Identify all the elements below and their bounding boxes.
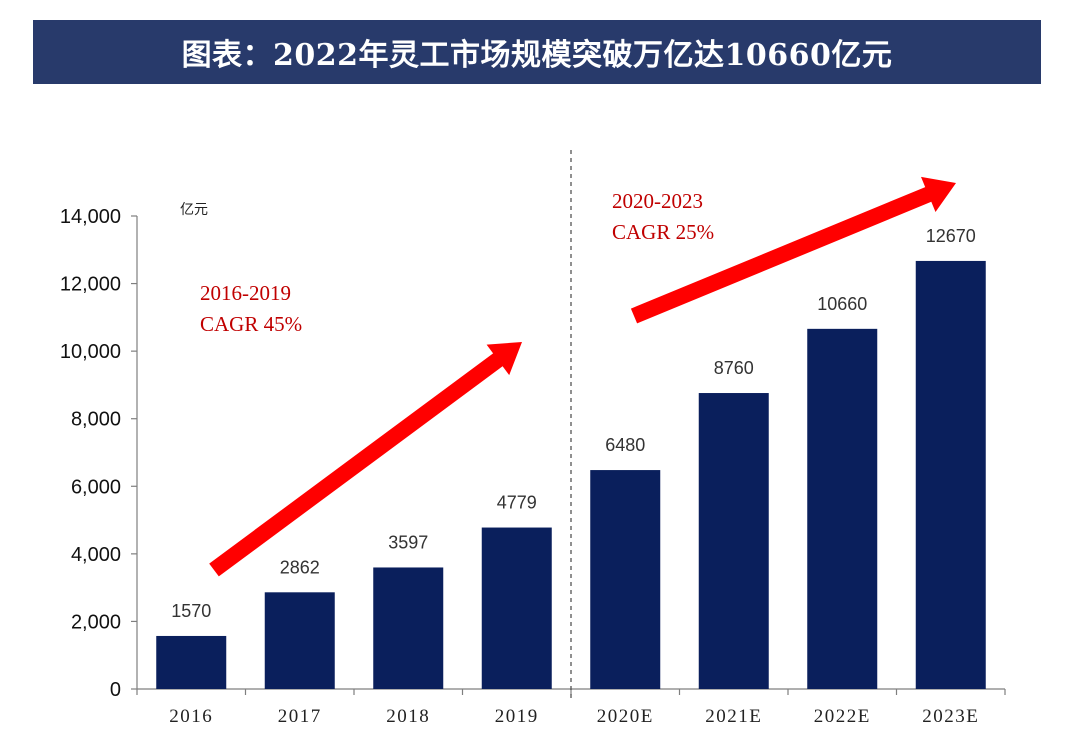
- data-label: 12670: [926, 226, 976, 246]
- bar: [698, 393, 769, 689]
- data-label: 2862: [280, 557, 320, 577]
- x-tick-label: 2018: [386, 706, 430, 727]
- y-tick-label: 14,000: [60, 206, 121, 228]
- bar: [481, 527, 552, 689]
- y-tick-label: 10,000: [60, 341, 121, 363]
- cagr-annotation-line: 2016-2019: [200, 281, 291, 305]
- data-label: 10660: [817, 294, 867, 314]
- bar: [915, 260, 986, 689]
- growth-arrow-2016-2019: [209, 342, 522, 577]
- bars-group: [156, 260, 986, 689]
- title-banner: 图表：2022年灵工市场规模突破万亿达10660亿元: [33, 20, 1041, 84]
- cagr-annotation-line: 2020-2023: [612, 189, 703, 213]
- y-tick-label: 8,000: [71, 409, 121, 431]
- cagr-annotation-line: CAGR 45%: [200, 312, 302, 336]
- data-label: 4779: [497, 493, 537, 513]
- y-tick-label: 0: [110, 679, 121, 701]
- growth-arrow-2020-2023: [630, 176, 956, 324]
- y-unit-label: 亿元: [180, 202, 208, 218]
- x-tick-label: 2016: [169, 706, 213, 727]
- x-tick-label: 2017: [278, 706, 322, 727]
- data-label: 3597: [388, 532, 428, 552]
- annotations-group: 2016-2019 CAGR 45% 2020-2023 CAGR 25%: [200, 176, 956, 577]
- bar: [156, 635, 227, 689]
- y-tick-label: 2,000: [71, 611, 121, 633]
- y-tick-label: 12,000: [60, 274, 121, 296]
- x-tick-label: 2020E: [597, 706, 654, 727]
- x-tick-label: 2022E: [814, 706, 871, 727]
- data-label: 6480: [605, 435, 645, 455]
- bar: [807, 328, 878, 689]
- chart-title: 图表：2022年灵工市场规模突破万亿达10660亿元: [181, 38, 893, 73]
- y-tick-label: 6,000: [71, 476, 121, 498]
- x-tick-label: 2019: [495, 706, 539, 727]
- axes: 0 2,000 4,000 6,000 8,000 10,000 12,000 14,000 亿…: [60, 150, 1006, 701]
- bar: [373, 567, 444, 689]
- cagr-annotation-line: CAGR 25%: [612, 220, 714, 244]
- data-label: 8760: [714, 358, 754, 378]
- labels-group: 2016 2017 2018 2019 2020E 2021E 2022E 2023E 1570…: [169, 226, 979, 727]
- x-tick-label: 2023E: [922, 706, 979, 727]
- data-label: 1570: [171, 601, 211, 621]
- bar: [264, 592, 335, 689]
- y-tick-label: 4,000: [71, 544, 121, 566]
- bar: [590, 470, 661, 689]
- x-tick-label: 2021E: [705, 706, 762, 727]
